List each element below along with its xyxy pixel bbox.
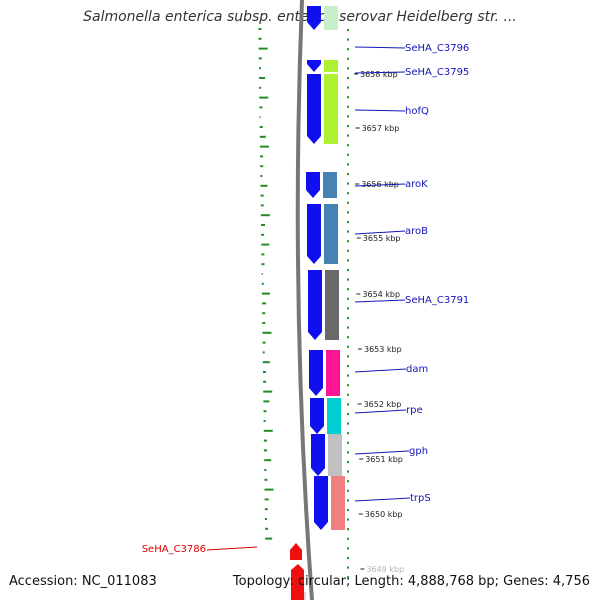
gene-pointer [354, 450, 410, 455]
cog-box [323, 172, 337, 198]
backbone-track [295, 0, 314, 600]
scale-label: 3650 kbp [365, 510, 403, 519]
gene-pointer [354, 409, 407, 414]
gene-label: trpS [410, 493, 431, 504]
scale-label: 3654 kbp [362, 290, 400, 299]
gene-pointer [354, 183, 406, 187]
cog-track [292, 6, 345, 600]
gene-pointer [206, 546, 258, 551]
gene-arrow [309, 350, 323, 396]
cog-box [324, 204, 338, 264]
gene-arrow [291, 564, 304, 600]
scale-label: 3652 kbp [364, 400, 402, 409]
gene-label: SeHA_C3791 [405, 295, 469, 306]
gene-pointer [354, 299, 406, 303]
gene-label: aroB [405, 226, 428, 237]
gene-label: gph [409, 446, 428, 457]
gene-arrow [290, 543, 302, 560]
cog-box [324, 74, 338, 144]
scale-label: 3655 kbp [363, 234, 401, 243]
gene-arrow [306, 172, 320, 198]
scale-label: 3658 kbp [360, 70, 398, 79]
gene-pointer [354, 368, 407, 373]
gene-arrow [307, 74, 321, 144]
gene-label: rpe [406, 405, 423, 416]
gene-label: dam [406, 364, 428, 375]
gene-arrow [307, 60, 321, 72]
scale-label: 3651 kbp [365, 455, 403, 464]
gene-label: SeHA_C3786 [142, 544, 206, 555]
gene-arrow [310, 398, 324, 434]
cog-box [324, 6, 338, 30]
gene-label: SeHA_C3796 [405, 43, 469, 54]
gene-pointer [354, 230, 406, 235]
gc-tick-track [258, 28, 349, 579]
gene-label: aroK [405, 179, 428, 190]
cog-box [325, 270, 339, 340]
cog-box [331, 476, 345, 530]
scale-label: 3657 kbp [362, 124, 400, 133]
gene-label: hofQ [405, 106, 429, 117]
gene-arrow [307, 204, 321, 264]
gene-arrow [308, 270, 322, 340]
cog-box [327, 398, 341, 434]
gene-pointer [354, 71, 406, 74]
gene-pointer [354, 497, 411, 502]
scale-label: 3653 kbp [364, 345, 402, 354]
gene-pointer [354, 109, 406, 112]
gene-pointer [354, 46, 406, 49]
gene-label: SeHA_C3795 [405, 67, 469, 78]
gene-arrow [307, 6, 321, 30]
gene-arrow [311, 434, 325, 476]
gene-labels: SeHA_C3796 SeHA_C3795 hofQ aroK aroB SeHA_C37… [142, 43, 470, 555]
cog-box [326, 350, 340, 396]
genome-summary: Topology: circular; Length: 4,888,768 bp… [232, 574, 590, 589]
cog-box [328, 434, 342, 476]
gene-track [290, 6, 328, 600]
scale-label: 3649 kbp [366, 565, 404, 574]
gene-arrow [314, 476, 328, 530]
accession-label: Accession: NC_011083 [9, 574, 157, 589]
backbone-line [295, 0, 314, 600]
cog-box [324, 60, 338, 72]
